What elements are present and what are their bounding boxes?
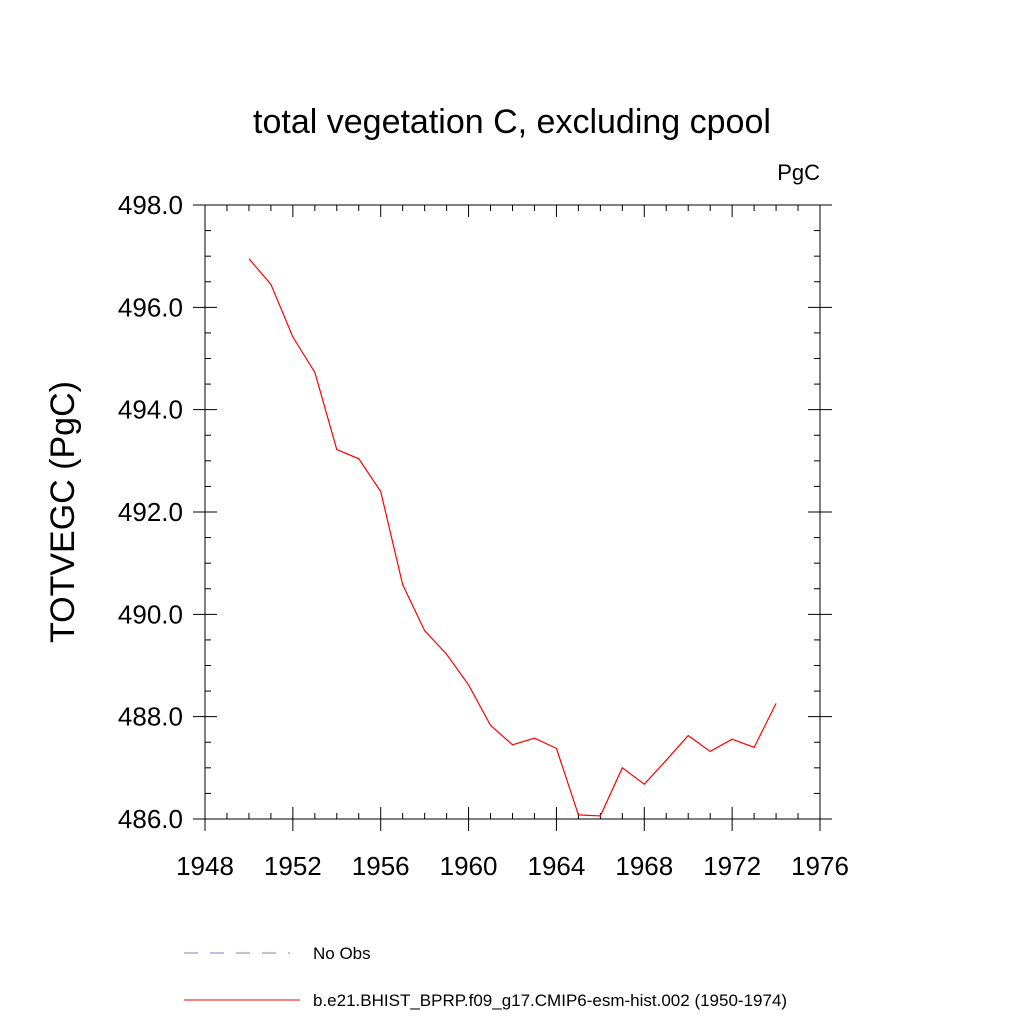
legend-label-model-run: b.e21.BHIST_BPRP.f09_g17.CMIP6-esm-hist.…: [313, 991, 787, 1010]
y-tick-label: 490.0: [118, 599, 183, 629]
x-tick-label: 1952: [264, 851, 322, 881]
y-tick-label: 492.0: [118, 497, 183, 527]
units-label: PgC: [777, 160, 820, 185]
series-line: [248, 258, 777, 817]
y-axis: 486.0 488.0 490.0 492.0 494.0 496.0 498.0: [118, 190, 832, 834]
x-axis: 1948 1952 1956 1960 1964 1968 1972 1976: [176, 205, 849, 881]
x-tick-label: 1964: [528, 851, 586, 881]
x-tick-label: 1972: [703, 851, 761, 881]
y-tick-label: 496.0: [118, 292, 183, 322]
y-tick-label: 494.0: [118, 395, 183, 425]
chart-title: total vegetation C, excluding cpool: [253, 103, 771, 141]
legend-label-no-obs: No Obs: [313, 944, 371, 963]
x-tick-label: 1968: [615, 851, 673, 881]
x-tick-label: 1960: [440, 851, 498, 881]
legend: No Obs b.e21.BHIST_BPRP.f09_g17.CMIP6-es…: [184, 944, 787, 1010]
x-tick-label: 1956: [352, 851, 410, 881]
y-axis-label: TOTVEGC (PgC): [44, 381, 82, 643]
y-tick-label: 488.0: [118, 702, 183, 732]
series-layer: [248, 258, 777, 817]
y-tick-label: 486.0: [118, 804, 183, 834]
x-tick-label: 1948: [176, 851, 234, 881]
plot-frame: [204, 204, 821, 820]
y-tick-label: 498.0: [118, 190, 183, 220]
x-tick-label: 1976: [791, 851, 849, 881]
